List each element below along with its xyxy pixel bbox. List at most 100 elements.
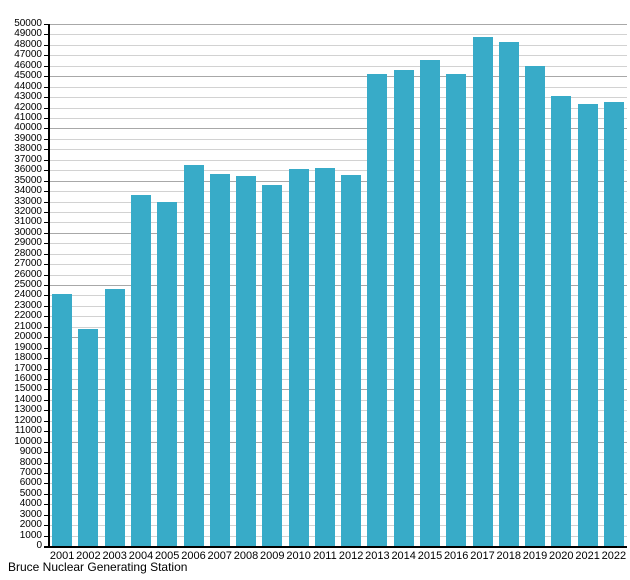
y-axis-label-25000: 25000 bbox=[14, 279, 42, 290]
y-tick-38000 bbox=[44, 149, 49, 151]
gridline-8000 bbox=[49, 462, 627, 464]
gridline-48000 bbox=[49, 44, 627, 46]
y-tick-40000 bbox=[44, 128, 49, 130]
y-tick-50000 bbox=[44, 24, 49, 25]
bar-2019 bbox=[525, 65, 545, 546]
y-tick-17000 bbox=[44, 368, 49, 370]
y-axis-label-3000: 3000 bbox=[19, 508, 42, 520]
y-tick-36000 bbox=[44, 170, 49, 172]
bar-2005 bbox=[157, 201, 178, 546]
gridline-45000 bbox=[49, 76, 627, 78]
y-tick-27000 bbox=[44, 264, 49, 266]
y-axis-label-15000: 15000 bbox=[14, 383, 42, 395]
y-tick-29000 bbox=[44, 243, 49, 245]
x-axis-label-2014: 2014 bbox=[391, 550, 416, 562]
x-axis-label-2008: 2008 bbox=[233, 550, 259, 562]
y-axis-label-30000: 30000 bbox=[14, 226, 42, 238]
bar-2020 bbox=[551, 96, 572, 546]
gridline-14000 bbox=[49, 399, 627, 401]
gridline-23000 bbox=[49, 305, 627, 307]
bar-2004 bbox=[131, 195, 151, 546]
x-axis-label-2004: 2004 bbox=[128, 550, 154, 562]
y-axis-label-24000: 24000 bbox=[14, 289, 42, 301]
y-tick-49000 bbox=[44, 34, 49, 36]
y-axis-label-5000: 5000 bbox=[19, 487, 42, 499]
y-tick-25000 bbox=[44, 285, 49, 286]
y-axis-label-26000: 26000 bbox=[14, 268, 42, 280]
gridline-18000 bbox=[49, 358, 627, 360]
y-axis-label-7000: 7000 bbox=[19, 466, 42, 478]
x-axis-label-2002: 2002 bbox=[76, 550, 101, 562]
y-tick-47000 bbox=[44, 55, 49, 57]
y-axis-label-37000: 37000 bbox=[14, 153, 42, 165]
y-axis-label-41000: 41000 bbox=[14, 112, 42, 123]
y-axis-label-14000: 14000 bbox=[14, 393, 42, 405]
bar-2006 bbox=[183, 164, 204, 546]
gridline-1000 bbox=[49, 535, 627, 537]
y-axis-label-38000: 38000 bbox=[14, 143, 42, 155]
gridline-7000 bbox=[49, 472, 627, 474]
y-axis-label-48000: 48000 bbox=[14, 38, 42, 50]
y-axis-label-1000: 1000 bbox=[19, 529, 42, 541]
gridline-20000 bbox=[49, 337, 627, 339]
x-axis-label-2015: 2015 bbox=[417, 550, 443, 562]
y-tick-42000 bbox=[44, 107, 49, 109]
y-tick-37000 bbox=[44, 159, 49, 161]
bar-2007 bbox=[209, 174, 230, 546]
x-axis-label-2005: 2005 bbox=[154, 550, 180, 562]
y-tick-32000 bbox=[44, 211, 49, 213]
y-axis-label-16000: 16000 bbox=[14, 373, 42, 384]
gridline-15000 bbox=[49, 389, 627, 391]
x-axis-label-2020: 2020 bbox=[549, 550, 574, 562]
bar-2003 bbox=[104, 289, 125, 546]
y-axis-label-34000: 34000 bbox=[14, 185, 42, 196]
gridline-32000 bbox=[49, 211, 627, 213]
y-tick-9000 bbox=[44, 452, 49, 453]
gridline-35000 bbox=[49, 180, 627, 182]
gridline-31000 bbox=[49, 222, 627, 224]
y-tick-12000 bbox=[44, 420, 49, 422]
x-axis-label-2013: 2013 bbox=[365, 550, 390, 562]
bar-2022 bbox=[603, 102, 624, 546]
y-axis-label-40000: 40000 bbox=[14, 122, 42, 134]
bar-2015 bbox=[420, 59, 440, 546]
y-tick-19000 bbox=[44, 347, 49, 349]
x-axis-line bbox=[44, 546, 627, 548]
y-tick-20000 bbox=[44, 337, 49, 339]
y-tick-21000 bbox=[44, 326, 49, 328]
gridline-22000 bbox=[49, 316, 627, 318]
gridline-39000 bbox=[49, 138, 627, 140]
x-axis-label-2019: 2019 bbox=[522, 550, 548, 562]
y-tick-4000 bbox=[44, 504, 49, 506]
gridline-40000 bbox=[49, 128, 627, 130]
x-axis-label-2006: 2006 bbox=[181, 550, 206, 562]
gridline-24000 bbox=[49, 295, 627, 297]
y-tick-10000 bbox=[44, 441, 49, 443]
y-axis-label-13000: 13000 bbox=[14, 404, 42, 416]
x-axis-label-2017: 2017 bbox=[470, 550, 495, 562]
y-tick-2000 bbox=[44, 525, 49, 527]
y-axis-label-11000: 11000 bbox=[14, 425, 42, 437]
gridline-25000 bbox=[49, 285, 627, 286]
y-axis-label-23000: 23000 bbox=[14, 299, 42, 311]
y-tick-46000 bbox=[44, 65, 49, 67]
y-tick-5000 bbox=[44, 493, 49, 495]
x-axis-label-2009: 2009 bbox=[260, 550, 285, 562]
y-tick-13000 bbox=[44, 410, 49, 412]
y-tick-30000 bbox=[44, 232, 49, 234]
y-tick-1000 bbox=[44, 535, 49, 537]
y-tick-34000 bbox=[44, 191, 49, 192]
gridline-37000 bbox=[49, 159, 627, 161]
y-axis-label-27000: 27000 bbox=[14, 258, 42, 270]
gridline-29000 bbox=[49, 243, 627, 245]
y-axis-label-32000: 32000 bbox=[14, 205, 42, 217]
gridline-27000 bbox=[49, 264, 627, 266]
y-axis-label-43000: 43000 bbox=[14, 91, 42, 103]
y-axis-label-28000: 28000 bbox=[14, 247, 42, 259]
gridline-49000 bbox=[49, 34, 627, 36]
y-axis-label-35000: 35000 bbox=[14, 174, 42, 186]
y-axis-label-49000: 49000 bbox=[14, 28, 42, 40]
y-tick-43000 bbox=[44, 97, 49, 99]
y-axis-label-12000: 12000 bbox=[14, 414, 42, 426]
gridline-10000 bbox=[49, 441, 627, 443]
